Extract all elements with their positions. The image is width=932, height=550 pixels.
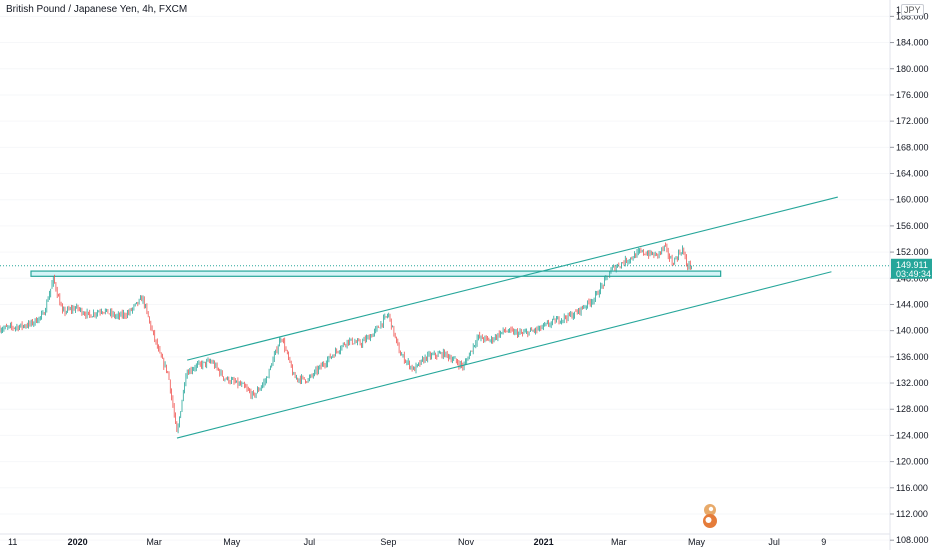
time-tick-label: Mar — [146, 537, 162, 547]
price-tick-label: 168.000 — [896, 142, 929, 152]
time-tick-label: Jul — [304, 537, 316, 547]
price-tick-label: 112.000 — [896, 509, 928, 519]
price-tick-label: 136.000 — [896, 352, 929, 362]
bar-countdown: 03:49:34 — [896, 269, 931, 279]
price-tick-label: 152.000 — [896, 247, 929, 257]
price-tick-label: 128.000 — [896, 404, 929, 414]
time-tick-label: Nov — [458, 537, 475, 547]
price-tick-label: 160.000 — [896, 195, 929, 205]
price-tick-label: 144.000 — [896, 299, 929, 309]
price-tick-label: 172.000 — [896, 116, 929, 126]
channel-upper-line[interactable] — [187, 196, 838, 361]
time-tick-label: Sep — [380, 537, 396, 547]
time-tick-label: 9 — [821, 537, 826, 547]
time-tick-label: 2020 — [68, 537, 88, 547]
price-tick-label: 156.000 — [896, 221, 929, 231]
resistance-zone-rect[interactable] — [30, 270, 722, 277]
time-tick-label: 2021 — [534, 537, 554, 547]
channel-lower-line[interactable] — [176, 271, 832, 439]
currency-label[interactable]: JPY — [901, 4, 924, 16]
price-tick-label: 124.000 — [896, 430, 929, 440]
last-price-tag — [891, 258, 932, 279]
ascending-channel[interactable] — [176, 196, 838, 439]
time-tick-label: May — [223, 537, 241, 547]
time-axis[interactable]: 11 2020 Mar May Jul Sep Nov 2021 Mar May Jul 9 — [8, 537, 826, 547]
price-tick-label: 184.000 — [896, 38, 929, 48]
time-tick-label: 11 — [8, 537, 17, 547]
price-tick-label: 164.000 — [896, 169, 929, 179]
price-tick-label: 132.000 — [896, 378, 929, 388]
last-price-value: 149.911 — [896, 260, 928, 270]
price-tick-label: 188.000 — [896, 11, 929, 21]
price-tick-label: 140.000 — [896, 326, 929, 336]
candles — [0, 242, 692, 434]
watermark-logo-icon — [703, 504, 717, 528]
time-tick-label: Jul — [768, 537, 780, 547]
time-tick-label: May — [688, 537, 706, 547]
chart-grid — [0, 15, 890, 541]
price-tick-label: 120.000 — [896, 457, 929, 467]
price-tick-label: 116.000 — [896, 483, 928, 493]
resistance-zone[interactable] — [30, 270, 722, 277]
price-tick-label: 108.000 — [896, 535, 929, 545]
chart-title[interactable]: British Pound / Japanese Yen, 4h, FXCM — [6, 4, 188, 15]
time-tick-label: Mar — [611, 537, 627, 547]
price-tick-label: 176.000 — [896, 90, 929, 100]
price-tick-label: 180.000 — [896, 64, 929, 74]
